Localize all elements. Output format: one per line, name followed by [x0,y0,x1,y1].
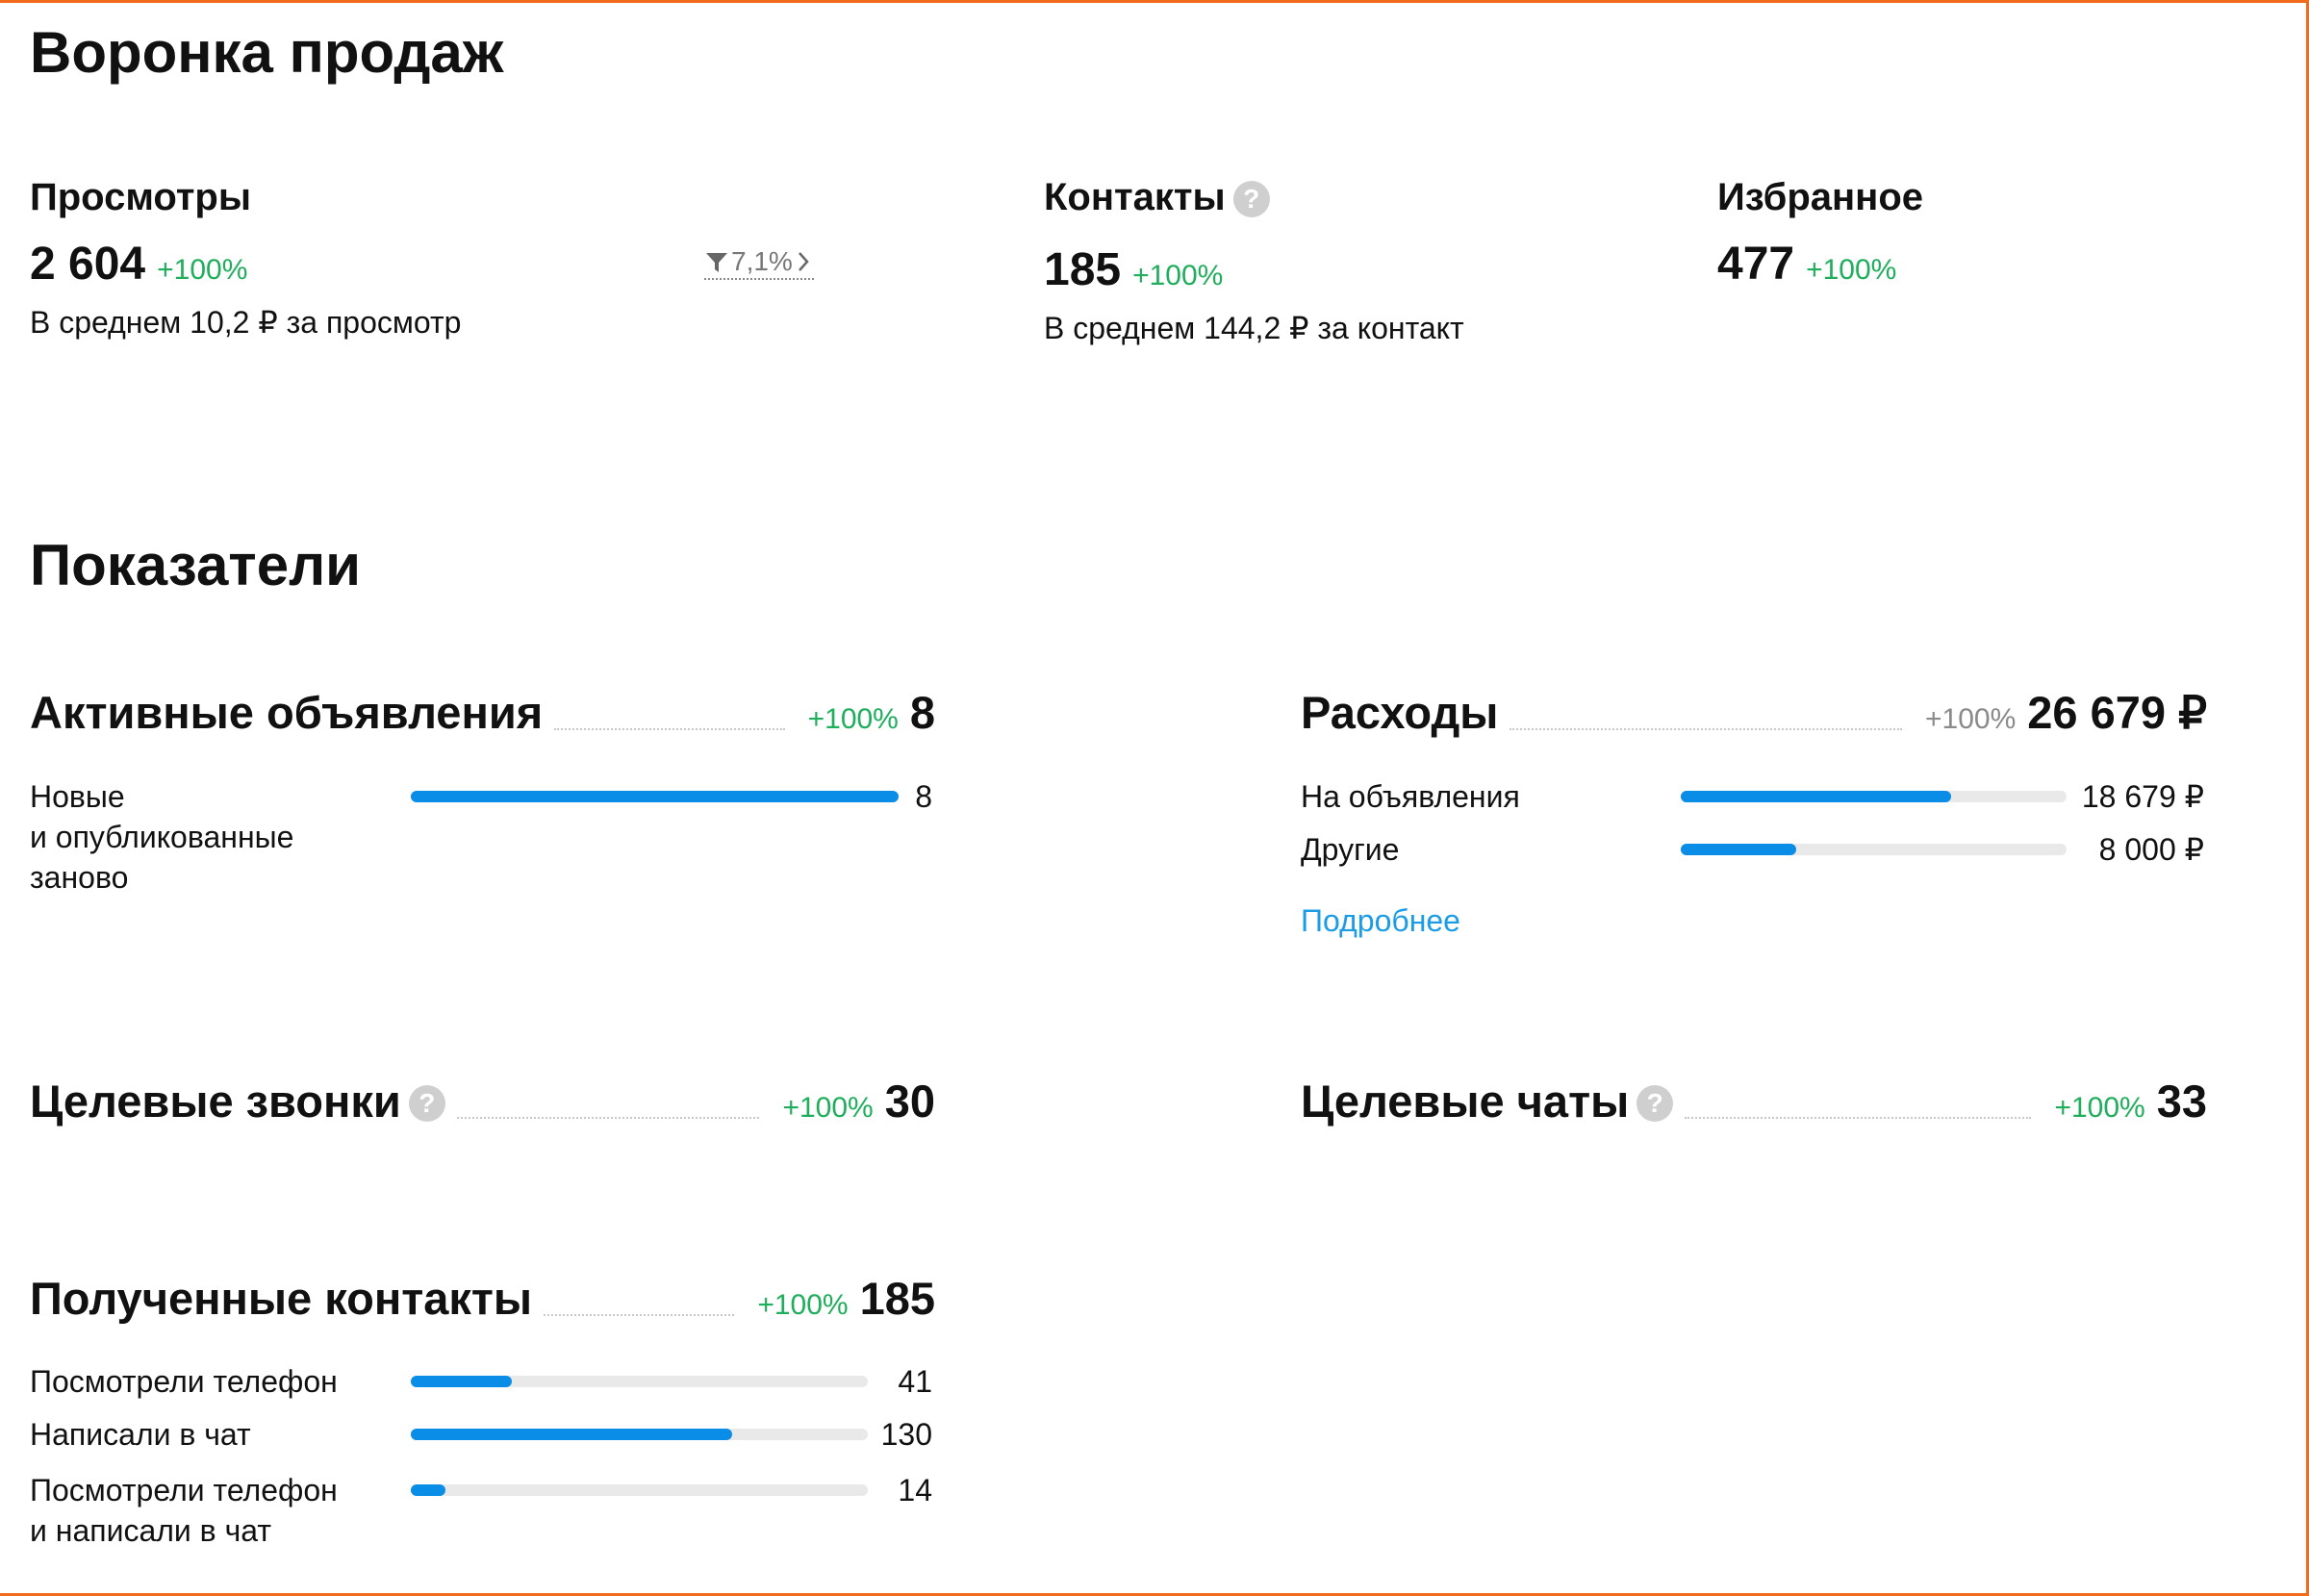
chevron-icon [798,252,809,271]
dotted-leader [456,1117,760,1119]
funnel-label: Избранное [1717,176,1923,218]
metric-header: Целевые звонки? +100% 30 [30,1075,935,1132]
metric-title: Расходы [1301,687,1499,738]
row-value: 8 000 ₽ [2098,832,2204,867]
conversion-value: 7,1% [731,246,793,276]
metric-total: 185 [859,1273,935,1324]
funnel-value-row: 477 +100% [1717,238,1896,291]
metric-title: Целевые чаты [1301,1076,1630,1127]
row-value: 41 [898,1364,932,1399]
section-title: Показатели [30,533,362,597]
row-label: Другие [1301,832,1400,867]
help-icon[interactable]: ? [1232,181,1270,218]
metric-total: 30 [884,1076,935,1127]
dotted-leader [554,728,785,730]
funnel-label: Просмотры [30,176,251,218]
section-title: Воронка продаж [30,20,504,85]
metric-total: 33 [2156,1076,2207,1127]
help-icon[interactable]: ? [1637,1085,1674,1122]
row-value: 18 679 ₽ [2081,779,2204,814]
row-label: Написали в чат [30,1417,251,1452]
row-value: 130 [880,1417,932,1452]
metric-title: Активные объявления [30,687,544,738]
row-value: 8 [915,779,932,814]
metric-title: Полученные контакты [30,1273,533,1324]
help-icon[interactable]: ? [408,1085,445,1122]
metric-total: 8 [909,687,935,738]
metric-total: 26 679 ₽ [2027,687,2207,738]
metric-header: Расходы +100% 26 679 ₽ [1301,686,2207,744]
row-value: 14 [898,1473,932,1507]
metric-change: +100% [2054,1092,2145,1124]
bar-track [411,1376,868,1387]
funnel-value-row: 185 +100% [1044,243,1223,296]
funnel-value-row: 2 604 +100% [30,238,247,291]
funnel-value: 2 604 [30,239,146,290]
bar [411,791,899,802]
bar [411,1376,513,1387]
metric-header: Активные объявления +100% 8 [30,686,935,744]
metric-header: Полученные контакты +100% 185 [30,1272,935,1330]
funnel-label-text: Избранное [1717,176,1924,218]
bar [1681,844,1797,855]
funnel-value: 477 [1717,239,1795,290]
bar [411,1484,445,1496]
metric-title: Целевые звонки [30,1076,401,1127]
metric-change: +100% [757,1289,849,1321]
bar-track [411,1484,868,1496]
metric-change: +100% [807,703,899,735]
bar [1681,791,1951,802]
dotted-leader [1685,1117,2032,1119]
dotted-leader [1510,728,1903,730]
funnel-change: +100% [1806,254,1897,286]
bar [411,1429,732,1440]
funnel-note: В среднем 144,2 ₽ за контакт [1044,311,1464,345]
funnel-note: В среднем 10,2 ₽ за просмотр [30,305,462,340]
funnel-label: Контакты? [1044,176,1270,218]
metric-header: Целевые чаты? +100% 33 [1301,1075,2207,1132]
details-link[interactable]: Подробнее [1301,903,1460,938]
row-label: На объявления [1301,779,1520,814]
funnel-change: +100% [1132,260,1224,291]
row-label: Посмотрели телефон и написали в чат [30,1473,338,1548]
row-label: Посмотрели телефон [30,1364,338,1399]
metric-change: +100% [782,1092,874,1124]
funnel-label-text: Просмотры [30,176,252,218]
conversion-link[interactable]: 7,1% [704,245,814,280]
filter-icon [706,253,727,272]
funnel-change: +100% [157,254,248,286]
metric-change: +100% [1925,703,2017,735]
row-label: Новые и опубликованные заново [30,779,294,895]
dotted-leader [544,1314,735,1316]
funnel-label-text: Контакты [1044,176,1226,218]
funnel-value: 185 [1044,244,1122,295]
